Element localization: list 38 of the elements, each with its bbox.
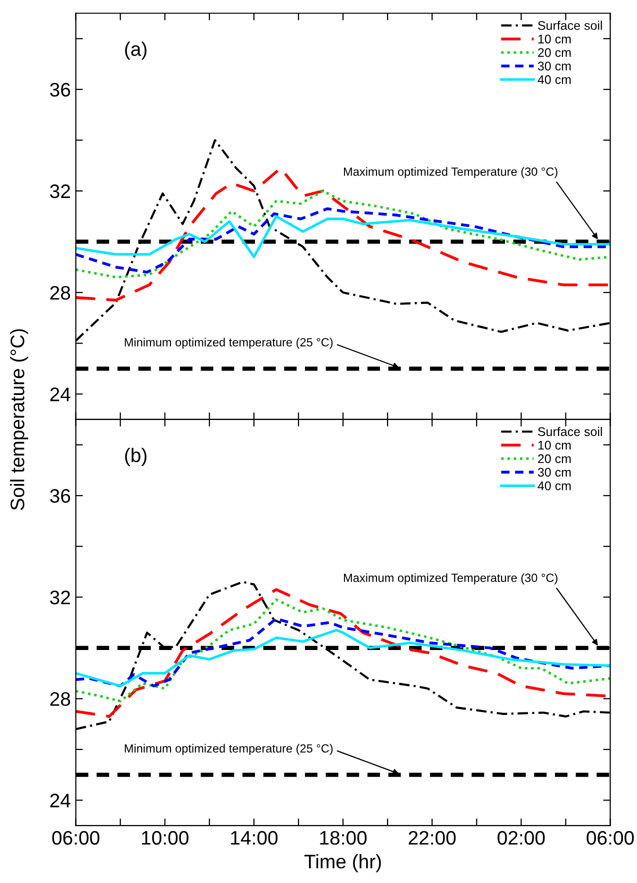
x-tick-label: 22:00 xyxy=(408,830,456,845)
legend-label: Surface soil xyxy=(538,20,602,30)
ref-line-label: Minimum optimized temperature (25 °C) xyxy=(124,744,333,755)
x-tick-label: 10:00 xyxy=(142,830,188,845)
text: (a) xyxy=(125,42,146,60)
line-series xyxy=(76,166,610,302)
x-tick-label: 02:00 xyxy=(498,830,545,845)
line-series xyxy=(76,628,610,688)
y-tick-label: 36 xyxy=(50,489,70,503)
x-tick-label: 14:00 xyxy=(231,830,278,845)
line-series xyxy=(76,617,610,688)
ref-line-label: Maximum optimized Temperature (30 °C) xyxy=(344,167,558,178)
ref-line-label: Minimum optimized temperature (25 °C) xyxy=(124,338,333,349)
ref-line-label: Maximum optimized Temperature (30 °C) xyxy=(344,573,558,584)
y-tick-label: 28 xyxy=(50,692,70,706)
line-series xyxy=(76,598,610,702)
y-tick-label: 24 xyxy=(50,388,70,402)
y-tick-label: 32 xyxy=(50,590,70,604)
y-tick-label: 32 xyxy=(50,184,70,198)
text: (b) xyxy=(125,448,146,466)
x-tick-label: 18:00 xyxy=(320,830,367,845)
y-axis-title: Soil temperature (°C) xyxy=(10,329,28,510)
legend-label: 10 cm xyxy=(538,440,571,450)
legend-label: 40 cm xyxy=(538,75,571,84)
legend-label: 10 cm xyxy=(538,34,571,44)
y-tick-label: 24 xyxy=(50,794,70,808)
line-series xyxy=(76,215,610,258)
x-tick-label: 06:00 xyxy=(52,830,100,845)
y-tick-label: 28 xyxy=(50,286,70,300)
legend-label: Surface soil xyxy=(538,426,602,436)
y-tick-label: 36 xyxy=(50,82,70,97)
legend-label: 20 cm xyxy=(538,454,571,464)
x-axis-title: Time (hr) xyxy=(304,854,381,872)
legend-label: 30 cm xyxy=(538,468,571,477)
legend-label: 40 cm xyxy=(538,481,571,490)
legend-label: 20 cm xyxy=(538,48,571,57)
x-tick-label: 06:00 xyxy=(586,830,634,845)
legend-label: 30 cm xyxy=(538,62,571,71)
